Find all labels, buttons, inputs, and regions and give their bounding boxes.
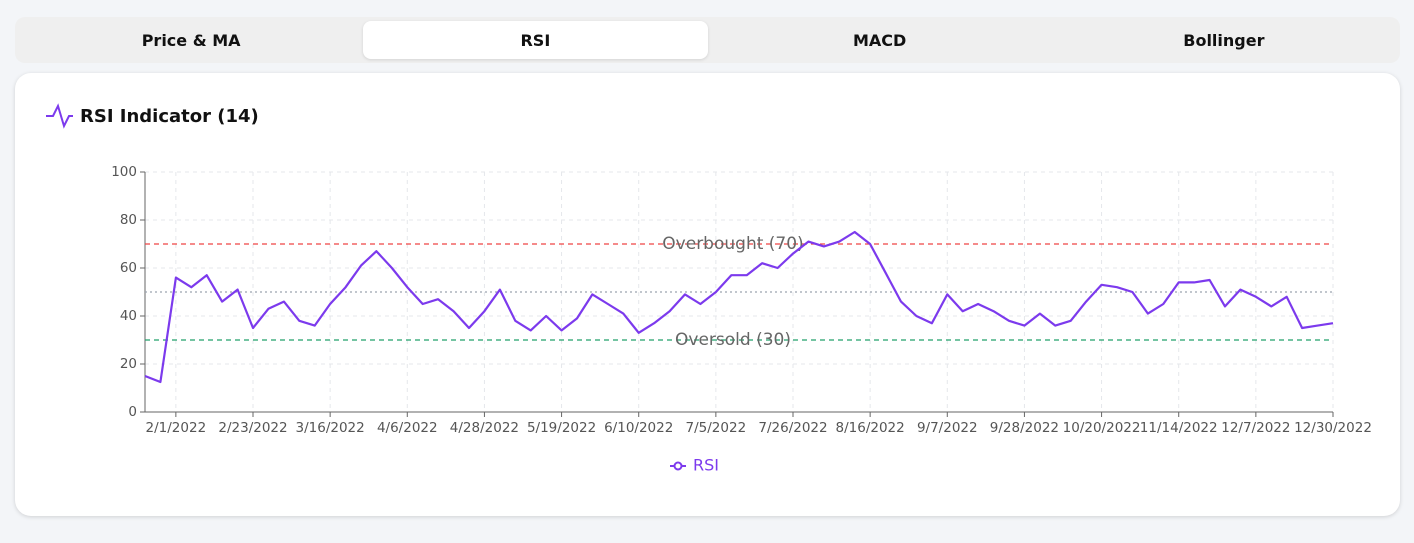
x-tick-label: 3/16/2022 — [296, 420, 365, 436]
y-tick-label: 60 — [120, 260, 137, 276]
x-tick-label: 11/14/2022 — [1140, 420, 1218, 436]
x-tick-label: 7/26/2022 — [758, 420, 827, 436]
x-tick-label: 4/6/2022 — [377, 420, 438, 436]
x-tick-label: 6/10/2022 — [604, 420, 673, 436]
y-tick-label: 40 — [120, 308, 137, 324]
legend-swatch — [673, 461, 683, 471]
tab[interactable]: Bollinger — [1183, 30, 1265, 50]
y-tick-label: 100 — [111, 164, 137, 180]
series-line — [144, 230, 1334, 384]
reference-label: Oversold (30) — [675, 330, 791, 350]
x-tick-label: 8/16/2022 — [836, 420, 905, 436]
x-tick-label: 12/30/2022 — [1294, 420, 1372, 436]
reference-label: Overbought (70) — [662, 234, 803, 254]
tab[interactable]: Price & MA — [141, 30, 241, 50]
x-tick-label: 7/5/2022 — [686, 420, 747, 436]
x-tick-label: 4/28/2022 — [450, 420, 519, 436]
x-tick-label: 2/1/2022 — [146, 420, 207, 436]
x-tick-label: 2/23/2022 — [218, 420, 287, 436]
legend-label: RSI — [693, 456, 719, 475]
x-tick-label: 9/7/2022 — [917, 420, 978, 436]
tab[interactable]: MACD — [852, 30, 907, 50]
x-tick-label: 10/20/2022 — [1063, 420, 1141, 436]
x-tick-label: 9/28/2022 — [990, 420, 1059, 436]
chart-title: RSI Indicator (14) — [80, 106, 259, 127]
x-tick-label: 5/19/2022 — [527, 420, 596, 436]
y-tick-label: 0 — [128, 404, 137, 420]
tab-bar: Price & MA RSI MACD Bollinger — [15, 17, 1400, 63]
title-icon — [46, 103, 73, 129]
x-tick-label: 12/7/2022 — [1221, 420, 1290, 436]
y-tick-label: 80 — [120, 212, 137, 228]
tab[interactable]: RSI — [363, 21, 708, 59]
y-tick-label: 20 — [120, 356, 137, 372]
